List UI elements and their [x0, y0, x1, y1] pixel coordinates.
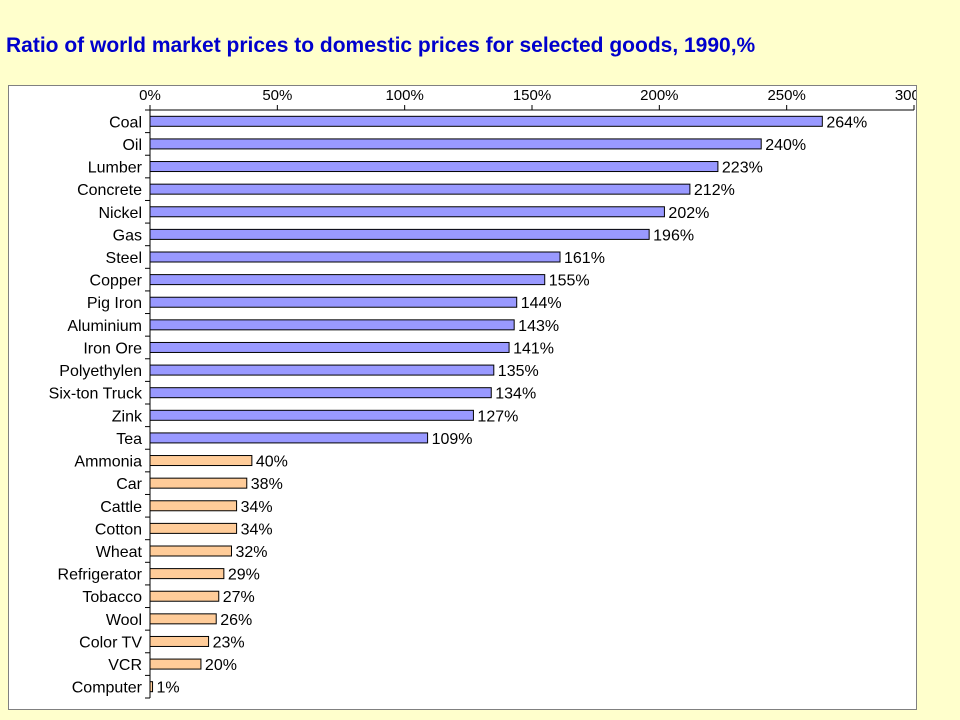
data-label: 143% — [518, 318, 559, 335]
bar-chart: 0%50%100%150%200%250%300% CoalOilLumberC… — [49, 87, 916, 699]
category-label: Concrete — [77, 182, 142, 199]
data-label: 109% — [432, 431, 473, 448]
bar — [149, 635, 210, 647]
bar-series — [149, 115, 823, 693]
bar — [149, 545, 232, 557]
bar — [149, 590, 220, 602]
category-label: Oil — [122, 137, 142, 154]
data-label: 141% — [513, 340, 554, 357]
category-label: VCR — [108, 657, 142, 674]
category-label: Wheat — [96, 544, 143, 561]
x-tick-label: 150% — [513, 87, 551, 104]
category-label: Nickel — [98, 205, 142, 222]
bar — [149, 613, 217, 625]
bar — [149, 477, 248, 489]
data-label: 20% — [205, 657, 237, 674]
bar — [149, 296, 518, 308]
category-label: Coal — [109, 114, 142, 131]
category-label: Cattle — [100, 499, 142, 516]
x-tick-label: 300% — [895, 87, 916, 104]
bar — [149, 341, 510, 353]
category-label: Car — [116, 476, 142, 493]
data-label: 127% — [477, 408, 518, 425]
data-label: 240% — [765, 137, 806, 154]
page-title: Ratio of world market prices to domestic… — [6, 34, 756, 57]
bar — [149, 364, 495, 376]
category-label: Iron Ore — [83, 340, 142, 357]
data-label: 32% — [235, 544, 267, 561]
bar — [149, 138, 762, 150]
bar — [149, 681, 154, 693]
bar — [149, 251, 561, 263]
bar — [149, 161, 719, 173]
data-label: 40% — [256, 454, 288, 471]
data-label: 34% — [241, 521, 273, 538]
data-label: 29% — [228, 567, 260, 584]
category-label: Cotton — [95, 521, 142, 538]
category-label: Pig Iron — [87, 295, 142, 312]
x-tick-label: 0% — [139, 87, 161, 104]
bar — [149, 455, 253, 467]
category-label: Steel — [106, 250, 142, 267]
data-label: 161% — [564, 250, 605, 267]
data-label: 212% — [694, 182, 735, 199]
x-tick-label: 200% — [640, 87, 678, 104]
data-label: 135% — [498, 363, 539, 380]
data-label: 26% — [220, 612, 252, 629]
data-label: 155% — [549, 273, 590, 290]
y-axis: Coal Oil Lumber Concrete Nickel Gas Steel Coppe… — [49, 109, 151, 699]
chart-area: 0%50%100%150%200%250%300% CoalOilLumberC… — [8, 85, 917, 710]
data-label: 27% — [223, 589, 255, 606]
x-tick-label: 50% — [262, 87, 292, 104]
bar — [149, 206, 665, 218]
data-label: 196% — [653, 227, 694, 244]
bar — [149, 658, 202, 670]
data-label: 144% — [521, 295, 562, 312]
category-label: Computer — [72, 680, 143, 697]
data-label: 1% — [157, 680, 180, 697]
category-label: Aluminium — [67, 318, 142, 335]
data-label: 34% — [241, 499, 273, 516]
category-label: Refrigerator — [58, 567, 143, 584]
x-tick-label: 250% — [767, 87, 805, 104]
category-label: Six-ton Truck — [49, 386, 143, 403]
category-label: Zink — [112, 408, 143, 425]
category-label: Tobacco — [82, 589, 142, 606]
category-label: Tea — [116, 431, 142, 448]
data-label: 223% — [722, 160, 763, 177]
x-tick-label: 100% — [385, 87, 423, 104]
bar — [149, 183, 691, 195]
data-label: 134% — [495, 386, 536, 403]
data-label: 264% — [826, 114, 867, 131]
bar — [149, 522, 238, 534]
category-label: Polyethylen — [59, 363, 142, 380]
bar — [149, 274, 546, 286]
x-axis: 0% 50% 100% 150% 200% 250% 300% — [139, 87, 916, 111]
data-label: 38% — [251, 476, 283, 493]
bar — [149, 500, 238, 512]
bar — [149, 432, 429, 444]
category-label: Ammonia — [74, 454, 142, 471]
bar — [149, 387, 492, 399]
bar — [149, 319, 515, 331]
category-label: Copper — [90, 273, 143, 290]
bar — [149, 228, 650, 240]
bar — [149, 115, 823, 127]
data-label: 202% — [668, 205, 709, 222]
category-label: Wool — [106, 612, 142, 629]
bar — [149, 568, 225, 580]
category-label: Color TV — [79, 634, 142, 651]
category-label: Lumber — [88, 160, 143, 177]
category-label: Gas — [113, 227, 142, 244]
data-label: 23% — [213, 634, 245, 651]
data-labels: 264% 240%223% 212% 202% 196% 161% 155% 144% 143%… — [157, 114, 868, 696]
bar — [149, 409, 474, 421]
